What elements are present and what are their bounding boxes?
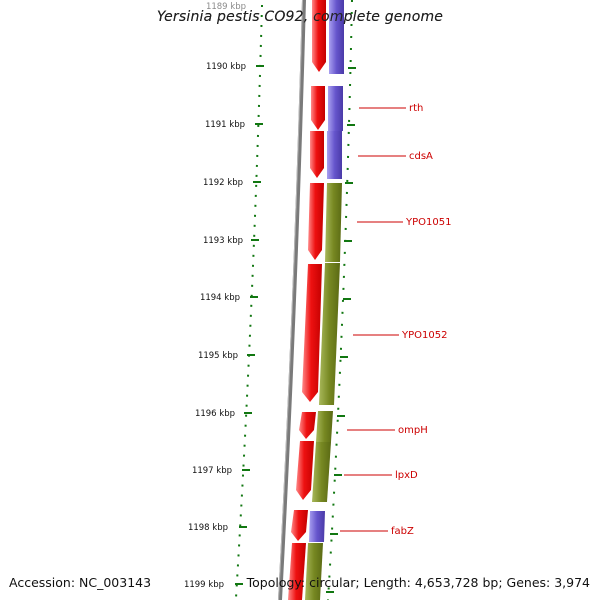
ruler-major-ticks — [235, 65, 264, 585]
ruler-labels: 1189 kbp 1190 kbp 1191 kbp 1192 kbp 1193… — [184, 2, 246, 590]
forward-strand — [288, 0, 326, 600]
gene-label-YPO1052[interactable]: YPO1052 — [401, 330, 447, 341]
ruler-label: 1198 kbp — [188, 523, 228, 533]
outer-ruler — [326, 0, 356, 600]
gene-label-lpxD[interactable]: lpxD — [395, 470, 418, 481]
ruler-label: 1199 kbp — [184, 580, 224, 590]
ruler-label: 1194 kbp — [200, 293, 240, 303]
gene-label-ompH[interactable]: ompH — [398, 425, 428, 436]
gene-label-fabZ[interactable]: fabZ — [391, 526, 414, 537]
cog-segment[interactable] — [328, 86, 343, 131]
backbone-arc — [278, 0, 306, 600]
cog-segment[interactable] — [329, 0, 344, 74]
gene-label-cdsA[interactable]: cdsA — [409, 151, 433, 162]
cog-segment[interactable] — [327, 131, 342, 179]
ruler-label: 1197 kbp — [192, 466, 232, 476]
accession-text: Accession: NC_003143 — [9, 575, 152, 590]
ruler-label: 1192 kbp — [203, 178, 243, 188]
gene-arrow[interactable] — [291, 510, 308, 541]
gene-labels: rth cdsA YPO1051 YPO1052 ompH lpxD fabZ — [340, 103, 451, 537]
gene-arrow[interactable] — [296, 441, 314, 500]
ruler-label: 1190 kbp — [206, 62, 246, 72]
cog-segment[interactable] — [316, 411, 333, 442]
cog-segment[interactable] — [305, 543, 323, 600]
map-title-overlay: Yersinia pestis CO92, complete genome — [156, 9, 444, 25]
gene-arrow[interactable] — [311, 86, 325, 130]
ruler-label: 1193 kbp — [203, 236, 243, 246]
gene-arrow[interactable] — [288, 543, 306, 600]
map-title: Yersinia pestis CO92, complete genome — [156, 9, 444, 25]
gene-label-YPO1051[interactable]: YPO1051 — [405, 217, 451, 228]
topology-text: Topology: circular; Length: 4,653,728 bp… — [246, 575, 590, 590]
ruler-label: 1196 kbp — [195, 409, 235, 419]
cog-segment[interactable] — [312, 442, 331, 502]
gene-arrow[interactable] — [299, 412, 316, 439]
ruler-label: 1189 kbp — [206, 2, 246, 12]
gene-label-rth[interactable]: rth — [409, 103, 423, 114]
ruler-label: 1195 kbp — [198, 351, 238, 361]
ruler — [235, 4, 264, 599]
cog-strand — [305, 0, 344, 600]
gene-arrow[interactable] — [310, 131, 324, 178]
cog-segment[interactable] — [309, 511, 325, 542]
cog-segment[interactable] — [319, 263, 340, 405]
cog-segment[interactable] — [325, 183, 342, 262]
backbone-arc-highlight — [278, 0, 303, 600]
ruler-label: 1191 kbp — [205, 120, 245, 130]
gene-arrow[interactable] — [312, 0, 326, 72]
gene-arrow[interactable] — [308, 183, 324, 260]
gene-arrow[interactable] — [302, 264, 322, 402]
